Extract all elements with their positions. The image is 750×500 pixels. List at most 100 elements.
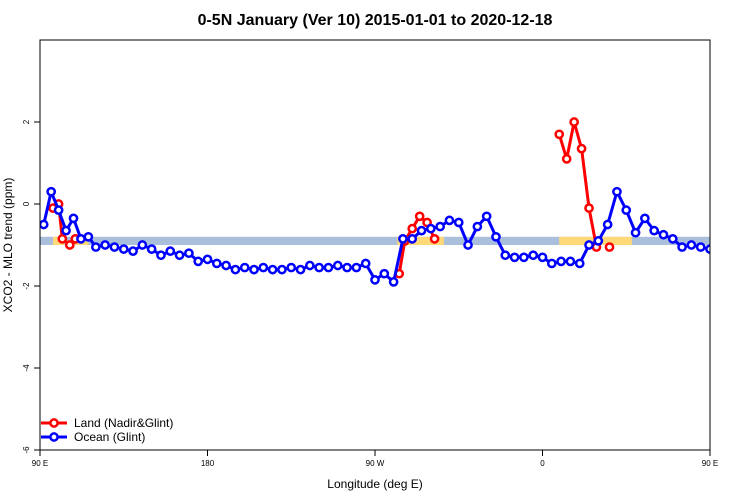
land-series-point	[57, 234, 68, 244]
ocean-series-point	[295, 264, 306, 275]
land-series-line	[557, 120, 598, 248]
ocean-series-point	[221, 260, 231, 271]
ocean-series-point	[398, 234, 408, 244]
ocean-series-point	[500, 250, 511, 261]
ocean-series-point	[342, 262, 352, 273]
land-series-point	[64, 240, 75, 250]
legend-land-marker	[49, 418, 59, 428]
ocean-series-point	[528, 250, 539, 261]
ocean-series-point	[640, 213, 650, 224]
ocean-series-point	[305, 260, 315, 271]
ocean-series-point	[277, 264, 287, 275]
band-land-segment	[725, 237, 732, 245]
ocean-series-point	[370, 275, 380, 285]
ocean-series-point	[472, 221, 483, 232]
ocean-series-point	[725, 250, 732, 257]
land-series-point	[414, 211, 425, 222]
ocean-series-point	[184, 248, 194, 259]
ocean-series-point	[705, 244, 710, 254]
ocean-series-point	[734, 241, 741, 248]
band-land-segment	[740, 237, 747, 245]
land-series-point	[407, 223, 418, 234]
land-series-point	[742, 231, 749, 238]
ocean-series-point	[407, 234, 418, 244]
y-axis-label: XCO2 - MLO trend (ppm)	[1, 178, 15, 313]
ocean-series-point	[46, 186, 57, 197]
ocean-series-point	[537, 252, 548, 263]
ocean-series-point	[211, 258, 222, 269]
ocean-series-point	[677, 242, 687, 252]
ocean-series-point	[453, 217, 464, 228]
ocean-series-point	[165, 246, 176, 256]
ocean-series-point	[630, 227, 641, 238]
ocean-series-point	[351, 262, 362, 273]
ocean-series-point	[332, 260, 343, 271]
ocean-series-point	[593, 236, 604, 246]
ocean-series-point	[379, 268, 390, 279]
ocean-series-point	[174, 250, 185, 261]
land-series-point	[604, 242, 615, 252]
ocean-series-point	[658, 229, 669, 240]
y-tick-label: 2	[22, 119, 31, 124]
ocean-series-point	[435, 221, 445, 232]
chart-title: 0-5N January (Ver 10) 2015-01-01 to 2020…	[198, 12, 553, 29]
ocean-series-point	[621, 205, 632, 215]
land-series-point	[554, 129, 565, 140]
ocean-series-point	[90, 242, 101, 252]
y-tick-label: -6	[22, 446, 31, 454]
ocean-series-point	[388, 277, 399, 287]
ocean-series-point	[649, 225, 660, 236]
legend: Land (Nadir&Glint)Ocean (Glint)	[41, 416, 173, 444]
ocean-series-point	[40, 219, 49, 230]
ocean-series-point	[193, 256, 204, 267]
ocean-series-line	[42, 190, 710, 284]
ocean-series-point	[360, 258, 371, 269]
ocean-series-point	[612, 186, 622, 197]
x-tick-label: 90 E	[32, 459, 48, 468]
ocean-series-point	[444, 215, 455, 226]
land-series-point	[738, 200, 745, 207]
ocean-series-point	[323, 262, 334, 273]
ocean-series-point	[491, 231, 501, 242]
ocean-series-point	[509, 252, 520, 263]
ocean-series-point	[83, 231, 94, 242]
ocean-series-point	[565, 256, 576, 267]
ocean-series-point	[314, 262, 325, 273]
ocean-series-point	[137, 240, 148, 250]
land-series-point	[561, 154, 572, 164]
land-series-line	[742, 204, 750, 243]
ocean-series-point	[230, 264, 241, 275]
ocean-series-point	[744, 246, 750, 253]
ocean-series-point	[267, 264, 278, 275]
ocean-series-point	[286, 262, 297, 273]
legend-ocean-marker	[49, 432, 59, 442]
ocean-series-point	[249, 264, 259, 275]
ocean-series-point	[53, 205, 64, 215]
ocean-series-point	[68, 213, 79, 224]
ocean-series-point	[556, 256, 566, 267]
ocean-series-point	[574, 258, 585, 269]
ocean-series-point	[146, 244, 157, 254]
ocean-series-point	[546, 258, 557, 269]
x-tick-label: 90 E	[702, 459, 718, 468]
x-tick-label: 180	[201, 459, 215, 468]
x-tick-label: 90 W	[366, 459, 385, 468]
ocean-series-point	[584, 240, 594, 250]
legend-ocean-label: Ocean (Glint)	[74, 430, 145, 444]
ocean-series-point	[76, 234, 86, 244]
ocean-series-point	[202, 254, 213, 265]
series-layer	[40, 117, 750, 287]
ocean-series-point	[109, 242, 120, 252]
ocean-series-point	[425, 223, 436, 234]
y-tick-label: 0	[22, 201, 31, 206]
ocean-series-point	[463, 240, 473, 250]
ocean-series-point	[716, 248, 723, 255]
band-ocean	[40, 236, 710, 245]
land-series-point	[576, 143, 587, 154]
y-tick-label: -4	[22, 364, 31, 372]
x-axis: 90 E 180 90 W 0 90 E	[32, 450, 718, 468]
ocean-series-point	[416, 225, 427, 236]
land-series-point	[429, 234, 440, 244]
ocean-series-point	[258, 262, 269, 273]
